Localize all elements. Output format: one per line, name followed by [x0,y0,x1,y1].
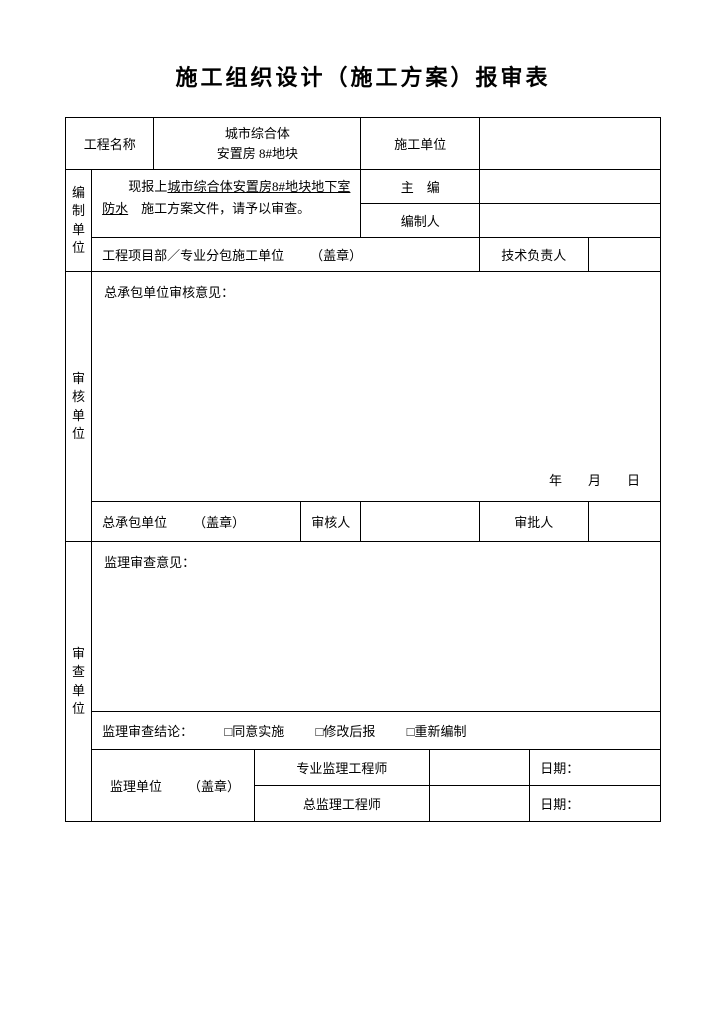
compiler-value[interactable] [480,204,661,238]
compiler-label: 编制人 [361,204,480,238]
pro-engineer-label: 专业监理工程师 [254,750,429,786]
project-name-value: 城市综合体 安置房 8#地块 [154,118,361,170]
chief-editor-label: 主 编 [361,170,480,204]
audit-unit-vlabel: 审核单位 [66,272,92,542]
conclusion-opt3[interactable]: □重新编制 [407,724,467,739]
project-name-label: 工程名称 [66,118,154,170]
reviewer-value[interactable] [361,502,480,542]
dept-seal-label: 工程项目部／专业分包施工单位 （盖章） [92,238,480,272]
check-opinion-area[interactable]: 监理审查意见： [92,542,661,712]
conclusion-opt1[interactable]: □同意实施 [224,724,284,739]
chief-editor-value[interactable] [480,170,661,204]
chief-engineer-value[interactable] [429,786,529,822]
approval-form-table: 工程名称 城市综合体 安置房 8#地块 施工单位 编制单位 现报上城市综合体安置… [65,117,661,822]
conclusion-opt2[interactable]: □修改后报 [316,724,376,739]
construction-unit-label: 施工单位 [361,118,480,170]
pro-engineer-value[interactable] [429,750,529,786]
body-prefix: 现报上 [102,179,167,194]
approver-value[interactable] [588,502,660,542]
conclusion-label: 监理审查结论： [102,724,193,739]
chief-engineer-label: 总监理工程师 [254,786,429,822]
date-label-1: 日期： [530,750,661,786]
audit-date-line: 年 月 日 [549,470,640,489]
body-mid: 施工方案文件，请予以审查。 [128,201,310,216]
report-body: 现报上城市综合体安置房8#地块地下室防水 施工方案文件，请予以审查。 [92,170,361,238]
tech-leader-value[interactable] [588,238,660,272]
date-label-2: 日期： [530,786,661,822]
compile-unit-vlabel: 编制单位 [66,170,92,272]
audit-opinion-area[interactable]: 总承包单位审核意见： 年 月 日 [92,272,661,502]
check-unit-vlabel: 审查单位 [66,542,92,822]
page-title: 施工组织设计（施工方案）报审表 [65,60,661,92]
check-conclusion-row[interactable]: 监理审查结论： □同意实施 □修改后报 □重新编制 [92,712,661,750]
contractor-seal-label: 总承包单位 （盖章） [92,502,301,542]
reviewer-label: 审核人 [301,502,361,542]
tech-leader-label: 技术负责人 [480,238,589,272]
approver-label: 审批人 [480,502,589,542]
audit-opinion-label: 总承包单位审核意见： [104,282,648,301]
check-opinion-label: 监理审查意见： [104,552,648,571]
supervision-unit-label: 监理单位 （盖章） [92,750,255,822]
construction-unit-value[interactable] [480,118,661,170]
